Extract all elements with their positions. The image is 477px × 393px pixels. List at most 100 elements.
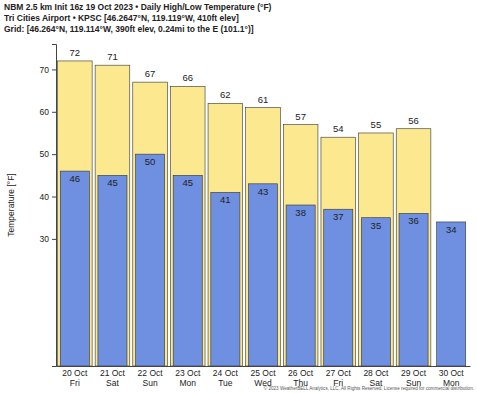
y-tick-label: 60	[40, 107, 50, 117]
chart: NBM 2.5 km Init 16z 19 Oct 2023 • Daily …	[0, 0, 477, 393]
data-label: 45	[107, 177, 118, 188]
y-axis: 30 40 50 60 70	[40, 45, 57, 367]
y-tick-mark	[52, 112, 56, 113]
title: NBM 2.5 km Init 16z 19 Oct 2023 • Daily …	[4, 2, 272, 12]
x-tick: 21 OctSat	[100, 366, 126, 388]
y-tick: 70	[40, 65, 56, 75]
y-tick-mark	[52, 239, 56, 240]
x-tick-label: 20 OctFri	[62, 368, 88, 388]
x-tick-label-line: Fri	[70, 378, 80, 388]
y-tick-label: 50	[40, 149, 50, 159]
x-tick-label-line: 20 Oct	[62, 368, 88, 378]
data-label: 37	[333, 211, 344, 222]
data-label: 38	[295, 207, 306, 218]
x-tick-label-line: Thu	[293, 378, 308, 388]
x-tick-label: 27 OctFri	[326, 368, 352, 388]
x-tick-label: 22 OctSun	[138, 368, 164, 388]
grid-note: Grid: [46.264°N, 119.114°W, 390ft elev, …	[4, 24, 254, 34]
subtitle: Tri Cities Airport • KPSC [46.2647°N, 11…	[4, 13, 239, 23]
y-tick: 60	[40, 107, 56, 117]
data-label: 67	[145, 68, 156, 79]
y-tick-label: 30	[40, 234, 50, 244]
data-label: 34	[446, 224, 457, 235]
low-bar	[399, 213, 428, 366]
x-tick-label-line: Sun	[406, 378, 421, 388]
high-bar	[283, 125, 318, 367]
high-bar	[58, 61, 93, 366]
data-label: 61	[258, 94, 269, 105]
data-label: 72	[70, 47, 81, 58]
x-tick-label-line: 25 Oct	[250, 368, 276, 378]
data-label: 35	[371, 220, 382, 231]
x-tick-label-line: 26 Oct	[288, 368, 314, 378]
data-label: 71	[107, 51, 118, 62]
x-tick-label-line: Fri	[333, 378, 343, 388]
x-tick-label-line: Sun	[143, 378, 158, 388]
data-label: 55	[371, 119, 382, 130]
y-tick-mark	[52, 197, 56, 198]
x-tick-label: 26 OctThu	[288, 368, 314, 388]
high-bar	[95, 65, 130, 366]
x-tick-label-line: 22 Oct	[138, 368, 164, 378]
x-tick-label: 23 OctMon	[175, 368, 201, 388]
x-tick-label: 24 OctTue	[213, 368, 239, 388]
x-tick: 28 OctSat	[363, 366, 389, 388]
data-label: 36	[408, 215, 419, 226]
y-tick: 40	[40, 192, 56, 202]
low-bar	[60, 171, 89, 366]
y-tick-mark	[52, 69, 56, 70]
x-axis-line	[57, 366, 471, 367]
x-tick-label-line: Sat	[370, 378, 383, 388]
y-axis-title: Temperature [°F]	[6, 173, 16, 236]
data-label: 45	[182, 177, 193, 188]
x-tick-label-line: 21 Oct	[100, 368, 126, 378]
bars	[58, 61, 466, 366]
x-tick-label-line: 28 Oct	[363, 368, 389, 378]
data-label: 66	[182, 72, 193, 83]
x-tick-label-line: 24 Oct	[213, 368, 239, 378]
low-bar	[437, 222, 466, 366]
x-tick-label-line: Tue	[218, 378, 233, 388]
y-tick: 50	[40, 149, 56, 159]
high-bar	[396, 129, 431, 366]
low-bar	[324, 209, 353, 366]
x-tick-label-line: 27 Oct	[326, 368, 352, 378]
x-tick-label-line: Mon	[179, 378, 196, 388]
data-label: 50	[145, 156, 156, 167]
x-tick: 29 OctSun	[401, 366, 427, 388]
x-tick-label-line: Wed	[254, 378, 272, 388]
x-tick: 23 OctMon	[175, 366, 201, 388]
y-tick-label: 70	[40, 65, 50, 75]
x-axis: 20 OctFri21 OctSat22 OctSun23 OctMon24 O…	[57, 366, 471, 388]
low-bar	[248, 184, 277, 366]
low-bar	[173, 175, 202, 366]
x-tick-label: 29 OctSun	[401, 368, 427, 388]
low-bar	[136, 154, 165, 366]
y-tick: 30	[40, 234, 56, 244]
high-bar	[321, 137, 356, 366]
x-tick-label-line: Mon	[443, 378, 460, 388]
y-tick-label: 40	[40, 192, 50, 202]
x-tick: 24 OctTue	[213, 366, 239, 388]
data-label: 62	[220, 89, 231, 100]
x-tick-label-line: 30 Oct	[439, 368, 465, 378]
x-tick-label-line: 23 Oct	[175, 368, 201, 378]
data-label: 41	[220, 194, 231, 205]
low-bar	[211, 192, 240, 366]
x-tick: 25 OctWed	[250, 366, 276, 388]
low-bar	[98, 175, 127, 366]
data-label: 43	[258, 186, 269, 197]
x-tick-label: 25 OctWed	[250, 368, 276, 388]
x-tick: 22 OctSun	[138, 366, 164, 388]
data-label: 57	[295, 111, 306, 122]
x-tick-label-line: 29 Oct	[401, 368, 427, 378]
x-tick-label: 30 OctMon	[439, 368, 465, 388]
high-bar	[246, 108, 281, 366]
low-bar	[286, 205, 315, 366]
data-label: 46	[70, 173, 81, 184]
x-tick: 20 OctFri	[62, 366, 88, 388]
x-tick: 27 OctFri	[326, 366, 352, 388]
data-label: 56	[408, 115, 419, 126]
y-tick-mark	[52, 154, 56, 155]
x-tick: 26 OctThu	[288, 366, 314, 388]
